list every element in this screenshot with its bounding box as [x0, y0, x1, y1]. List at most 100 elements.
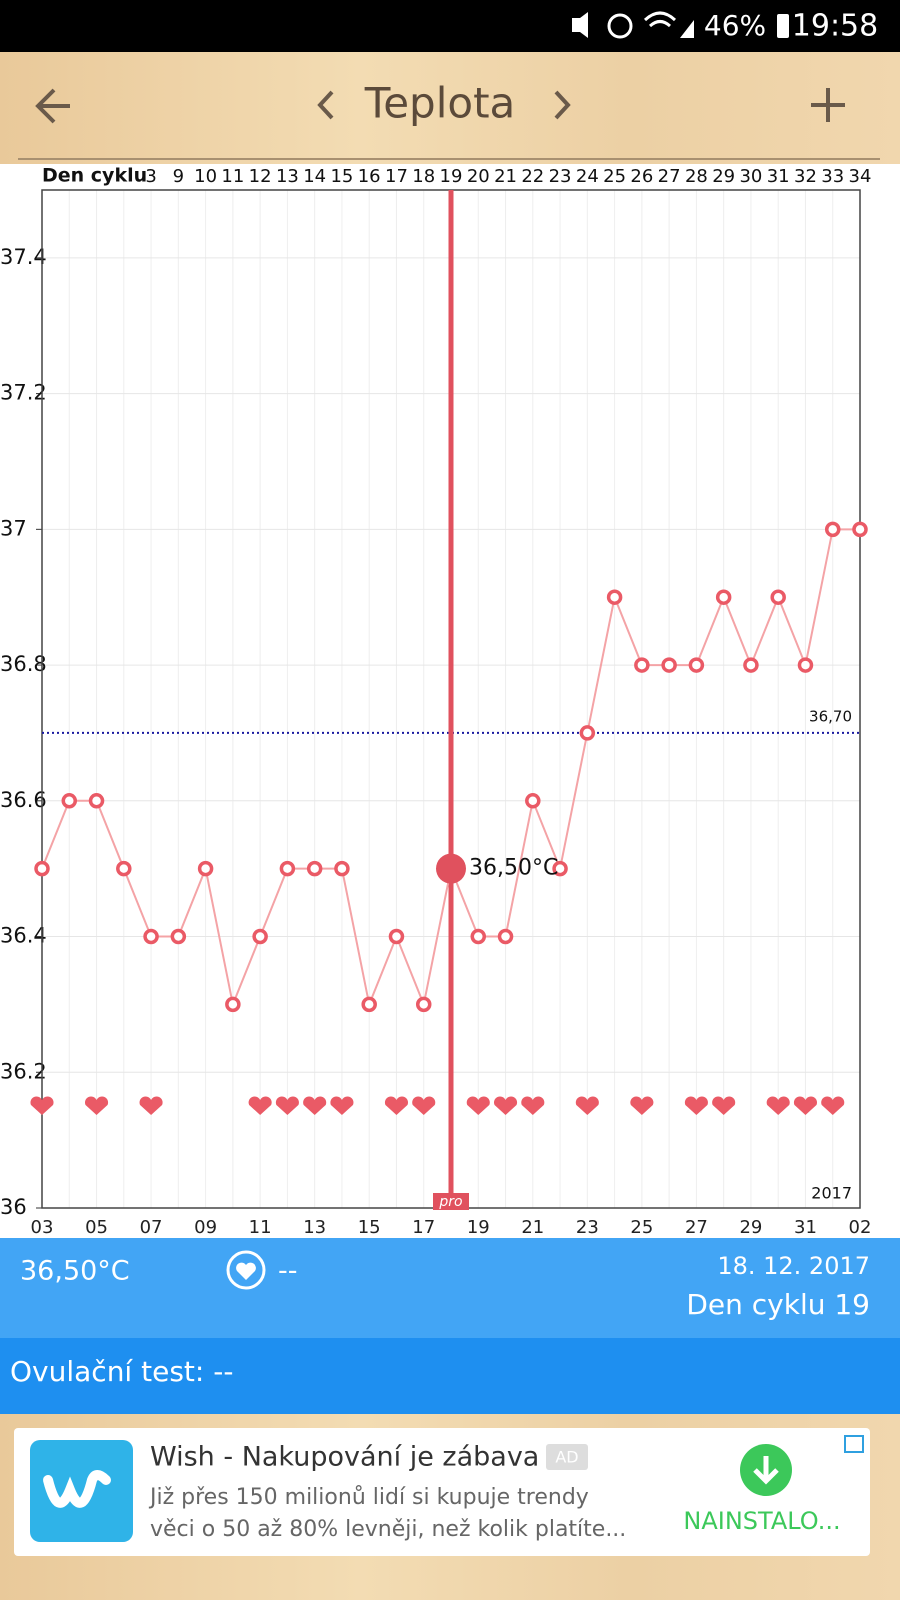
heart-marker: [630, 1096, 654, 1115]
x-tick-label: 23: [576, 1217, 599, 1238]
x-tick-label: 11: [249, 1217, 272, 1238]
cycle-day-label: 33: [821, 166, 844, 187]
y-tick-label: 36.6: [0, 788, 47, 812]
heart-icon[interactable]: [226, 1250, 266, 1290]
info-heart-value: --: [278, 1256, 298, 1287]
y-tick-label: 36.2: [0, 1059, 47, 1083]
heart-marker: [684, 1096, 708, 1115]
y-tick-label: 36: [0, 1195, 27, 1219]
cycle-day-label: 19: [440, 166, 463, 187]
data-point: [497, 928, 514, 945]
cursor-badge: pro: [438, 1194, 462, 1210]
back-button[interactable]: [35, 88, 70, 124]
heart-marker: [412, 1096, 436, 1115]
status-bar: [0, 0, 900, 52]
cycle-day-label: 12: [249, 166, 272, 187]
x-tick-label: 29: [739, 1217, 762, 1238]
cycle-day-label: 30: [739, 166, 762, 187]
cycle-day-label: 3: [145, 166, 156, 187]
heart-marker: [493, 1096, 518, 1115]
cycle-day-label: 26: [630, 166, 653, 187]
cycle-day-label: 9: [173, 166, 184, 187]
add-button[interactable]: [811, 88, 845, 122]
heart-marker: [139, 1096, 163, 1115]
ad-install-arrow: [753, 1456, 779, 1485]
cycle-day-label: 13: [276, 166, 299, 187]
ad-button[interactable]: NAINSTALO...: [683, 1507, 840, 1535]
x-tick-label: 19: [467, 1217, 490, 1238]
heart-marker: [793, 1096, 818, 1115]
data-point: [388, 928, 405, 945]
data-point: [797, 657, 814, 673]
cycle-day-label: 14: [303, 166, 326, 187]
data-point: [552, 860, 568, 877]
cursor-badge-bg: [433, 1193, 469, 1210]
cycle-day-label: 10: [194, 166, 217, 187]
data-point: [743, 657, 759, 673]
data-point: [116, 860, 132, 877]
data-point: [252, 928, 268, 945]
heart-icon-shape: [236, 1262, 256, 1280]
data-point: [770, 589, 786, 605]
cycle-day-label: 15: [330, 166, 353, 187]
next-button[interactable]: [554, 90, 571, 120]
x-axis-label: Den cyklu: [42, 165, 147, 187]
data-point: [824, 521, 841, 538]
heart-marker: [30, 1096, 54, 1115]
selected-point: [436, 853, 466, 884]
cycle-day-label: 29: [712, 166, 735, 187]
cycle-day-label: 18: [412, 166, 435, 187]
data-point: [279, 860, 296, 877]
data-point: [361, 996, 377, 1013]
ad-card[interactable]: [14, 1428, 870, 1556]
y-tick-label: 37: [0, 516, 27, 540]
cycle-day-label: 16: [358, 166, 381, 187]
cycle-day-label: 31: [767, 166, 790, 187]
x-tick-label: 05: [85, 1217, 108, 1238]
cycle-day-label: 17: [385, 166, 408, 187]
x-tick-label: 21: [521, 1217, 544, 1238]
heart-marker: [521, 1096, 545, 1115]
ad-line2: věci o 50 až 80% levněji, než kolik plat…: [150, 1517, 626, 1542]
header: [0, 52, 900, 164]
data-point: [606, 589, 623, 605]
cycle-day-label: 32: [794, 166, 817, 187]
x-tick-label: 07: [140, 1217, 163, 1238]
y-tick-label: 36.4: [0, 924, 47, 948]
x-tick-label: 17: [412, 1217, 435, 1238]
data-point: [225, 996, 241, 1013]
cycle-day-label: 20: [467, 166, 490, 187]
cycle-day-label: 25: [603, 166, 626, 187]
data-point: [579, 725, 596, 741]
reference-label: 36,70: [809, 707, 852, 725]
cycle-day-label: 27: [658, 166, 681, 187]
ad-logo: [30, 1440, 133, 1542]
status-icons: [572, 11, 789, 39]
y-tick-label: 37.4: [0, 245, 47, 269]
ovulation-bar: [0, 1338, 900, 1414]
cycle-day-label: 28: [685, 166, 708, 187]
data-point: [715, 589, 732, 605]
prev-button[interactable]: [317, 90, 334, 120]
heart-marker: [275, 1096, 299, 1115]
data-point: [334, 860, 350, 877]
x-tick-label: 13: [303, 1217, 326, 1238]
ad-logo-w: [43, 1470, 111, 1508]
ad-line1: Již přes 150 milionů lidí si kupuje tren…: [148, 1485, 589, 1510]
heart-marker: [575, 1096, 599, 1115]
data-point: [34, 860, 50, 877]
x-tick-label: 09: [194, 1217, 217, 1238]
x-tick-label: 15: [358, 1217, 381, 1238]
info-cycle-day: Den cyklu 19: [686, 1288, 870, 1321]
x-tick-label: 25: [630, 1217, 653, 1238]
data-point: [61, 793, 78, 809]
heart-marker: [303, 1096, 327, 1115]
cycle-day-label: 24: [576, 166, 599, 187]
cursor-value-label: 36,50°C: [469, 856, 558, 881]
ad-choices[interactable]: [844, 1435, 864, 1453]
year-label: 2017: [811, 1184, 852, 1203]
cycle-day-label: 11: [221, 166, 244, 187]
cycle-day-label: 34: [849, 166, 872, 187]
cycle-day-label: 21: [494, 166, 517, 187]
